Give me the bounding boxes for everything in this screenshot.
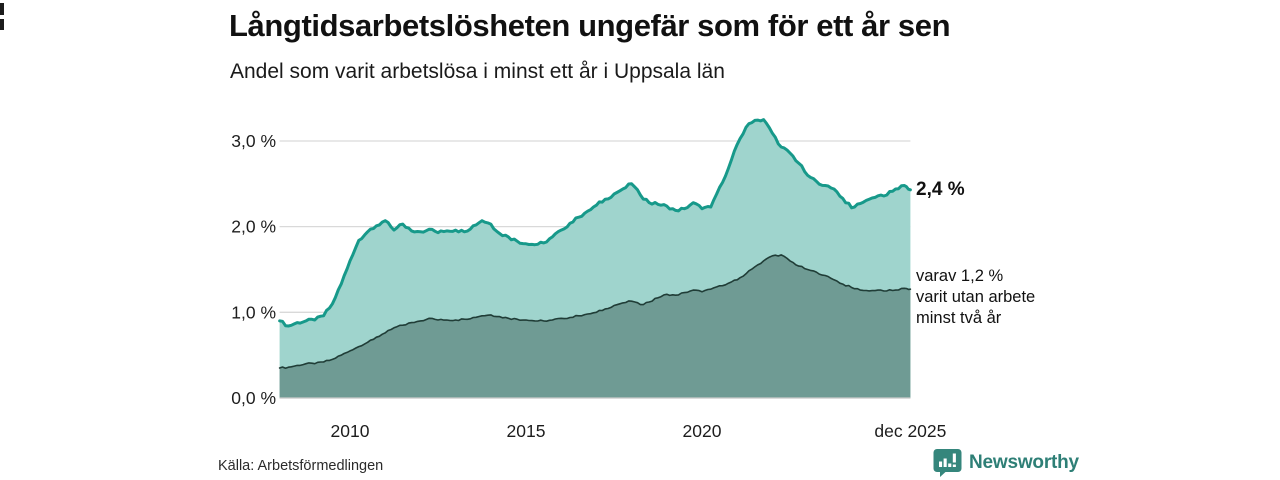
page-subtitle: Andel som varit arbetslösa i minst ett å… — [230, 60, 725, 83]
y-axis-tick-label: 1,0 % — [231, 302, 276, 322]
line-total-one-year — [278, 118, 912, 328]
source-note: Källa: Arbetsförmedlingen — [218, 458, 384, 474]
x-axis-tick-label: 2020 — [683, 421, 722, 441]
y-axis-tick-label: 2,0 % — [231, 217, 276, 237]
newsworthy-logo-text: Newsworthy — [969, 452, 1079, 473]
y-axis-tick-label: 3,0 % — [231, 131, 276, 151]
x-axis-tick-label: 2010 — [331, 421, 370, 441]
subset-annotation-line1: varav 1,2 % — [916, 267, 1004, 285]
cropped-edge-mark — [0, 19, 4, 30]
subset-annotation-line3: minst två år — [916, 309, 1002, 327]
line-two-years — [278, 254, 912, 369]
x-axis-tick-label: dec 2025 — [874, 421, 946, 441]
page-title: Långtidsarbetslösheten ungefär som för e… — [229, 8, 951, 43]
x-axis-tick-label: 2015 — [507, 421, 546, 441]
current-value-label: 2,4 % — [916, 179, 965, 200]
cropped-edge-mark — [0, 3, 4, 15]
subset-annotation: varav 1,2 % varit utan arbete minst två … — [916, 266, 1035, 329]
y-axis-tick-label: 0,0 % — [231, 388, 276, 408]
newsworthy-logo: Newsworthy — [933, 448, 1079, 478]
newsworthy-bar-chart-bubble-icon — [933, 449, 962, 477]
area-two-years — [279, 254, 911, 398]
subset-annotation-line2: varit utan arbete — [916, 288, 1036, 306]
